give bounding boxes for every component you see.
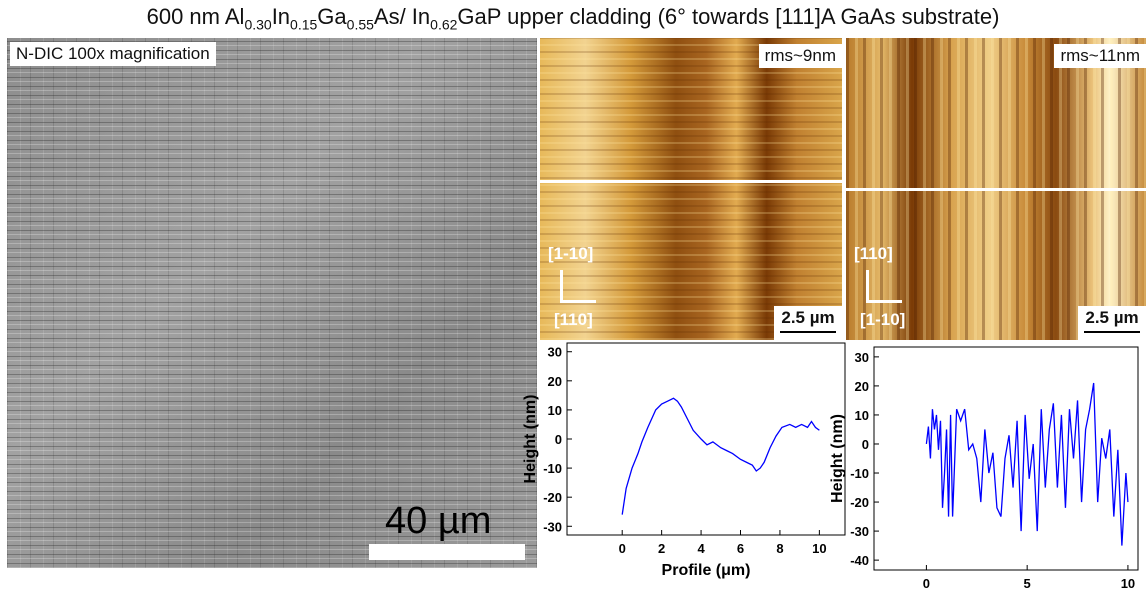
direction-label: [110] [854, 244, 893, 263]
title-text: In [271, 4, 291, 29]
y-tick-label: -10 [850, 466, 869, 481]
y-tick-label: 30 [548, 345, 562, 360]
direction-label: [1-10] [860, 310, 906, 329]
y-tick-label: -10 [543, 461, 562, 476]
divider [540, 180, 842, 183]
divider [846, 188, 1146, 191]
rms-label: rms~11nm [1054, 44, 1146, 68]
title-text: GaP upper cladding (6° towards [111]A Ga… [457, 4, 1000, 29]
afm-image: rms~9nm [1-10] [110] 2.5 µm [540, 38, 842, 340]
data-line [925, 382, 1129, 546]
scale-label: 40 µm [385, 500, 492, 542]
x-tick-label: 10 [812, 541, 826, 556]
y-tick-label: 20 [855, 379, 869, 394]
scale-bar [780, 331, 836, 333]
x-tick-label: 10 [1121, 576, 1135, 590]
title-text: Ga [317, 4, 347, 29]
arrow [560, 270, 563, 302]
y-tick-label: -40 [850, 553, 869, 568]
dic-image: N-DIC 100x magnification 40 µm [7, 38, 537, 568]
x-tick-label: 6 [737, 541, 744, 556]
data-line [621, 397, 820, 515]
y-tick-label: 30 [855, 350, 869, 365]
title-subscript: 0.55 [346, 16, 374, 33]
y-tick-label: -30 [850, 524, 869, 539]
y-axis-label: Height (nm) [829, 414, 846, 503]
afm-image: rms~11nm [110] [1-10] 2.5 µm [846, 38, 1146, 340]
y-tick-label: -30 [543, 519, 562, 534]
scale-label: 2.5 µm [1085, 308, 1139, 327]
rms-label: rms~9nm [758, 44, 842, 68]
x-axis-label: Profile (μm) [662, 562, 751, 579]
y-tick-label: -20 [850, 495, 869, 510]
x-tick-label: 5 [1024, 576, 1031, 590]
y-tick-label: 0 [862, 437, 869, 452]
direction-label: [1-10] [548, 244, 594, 263]
y-tick-label: 20 [548, 374, 562, 389]
y-axis-label: Height (nm) [522, 395, 539, 484]
dic-label: N-DIC 100x magnification [10, 42, 216, 66]
scale-label: 2.5 µm [781, 308, 835, 327]
direction-label: [110] [554, 310, 593, 329]
scale-box: 2.5 µm [1078, 306, 1146, 340]
x-tick-label: 2 [658, 541, 665, 556]
plot-frame [566, 342, 846, 536]
arrow [560, 300, 596, 303]
y-tick-label: 10 [548, 403, 562, 418]
title-subscript: 0.15 [290, 16, 318, 33]
scale-bar [369, 544, 525, 560]
scale-bar [1084, 331, 1140, 333]
title-subscript: 0.62 [430, 16, 458, 33]
y-tick-label: 10 [855, 408, 869, 423]
figure-title: 600 nm Al0.30In0.15Ga0.55As/ In0.62GaP u… [0, 4, 1146, 32]
y-tick-label: 0 [555, 432, 562, 447]
x-tick-label: 8 [776, 541, 783, 556]
title-subscript: 0.30 [244, 16, 272, 33]
scale-box: 2.5 µm [774, 306, 842, 340]
arrow [866, 300, 902, 303]
y-tick-label: -20 [543, 490, 562, 505]
x-tick-label: 4 [697, 541, 705, 556]
title-text: As/ In [373, 4, 431, 29]
x-tick-label: 0 [923, 576, 930, 590]
title-text: 600 nm Al [146, 4, 245, 29]
plot-frame [873, 346, 1139, 571]
arrow [866, 270, 869, 302]
x-tick-label: 0 [619, 541, 626, 556]
